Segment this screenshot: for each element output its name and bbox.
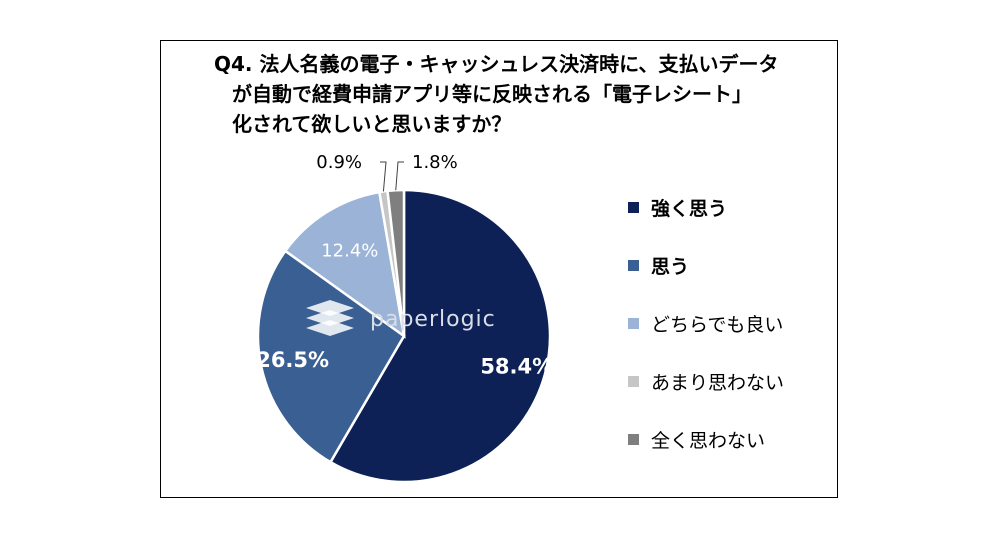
legend-item-2: 思う: [628, 252, 689, 278]
legend-label-2: 思う: [651, 255, 690, 278]
watermark-logo: paperlogic: [300, 296, 496, 342]
data-label-5: 1.8%: [412, 152, 458, 173]
pie-slice-3: [283, 190, 406, 339]
pie-slice-2: [256, 249, 406, 464]
leader-line-4: [380, 161, 387, 192]
legend-swatch-1: [628, 201, 639, 213]
watermark-text: paperlogic: [370, 306, 496, 332]
data-label-4: 0.9%: [316, 152, 362, 173]
data-label-1: 58.4%: [480, 354, 553, 378]
legend-swatch-2: [628, 259, 639, 271]
chart-title-line-3: 化されて欲しいと思いますか？: [232, 112, 512, 136]
leader-line-5: [395, 161, 404, 191]
data-label-2: 26.5%: [256, 348, 329, 372]
legend-label-4: あまり思わない: [651, 371, 785, 394]
legend-label-5: 全く思わない: [651, 429, 766, 452]
pie-slice-1: [328, 188, 552, 484]
chart-title-line-1: Q4. 法人名義の電子・キャッシュレス決済時に、支払いデータ: [214, 52, 779, 76]
data-label-3: 12.4%: [321, 240, 378, 261]
legend-item-5: 全く思わない: [628, 426, 765, 452]
legend-item-4: あまり思わない: [628, 368, 784, 394]
paperlogic-logo-icon: [306, 300, 354, 336]
legend-label-3: どちらでも良い: [651, 313, 784, 336]
legend-label-1: 強く思う: [651, 197, 728, 220]
chart-title-line-2: が自動で経費申請アプリ等に反映される「電子レシート」: [232, 82, 752, 106]
legend-swatch-4: [628, 375, 639, 387]
legend-item-3: どちらでも良い: [628, 310, 783, 336]
legend-swatch-5: [628, 433, 639, 445]
pie-slice-5: [386, 188, 406, 337]
legend-item-1: 強く思う: [628, 194, 727, 220]
legend-swatch-3: [628, 317, 639, 329]
